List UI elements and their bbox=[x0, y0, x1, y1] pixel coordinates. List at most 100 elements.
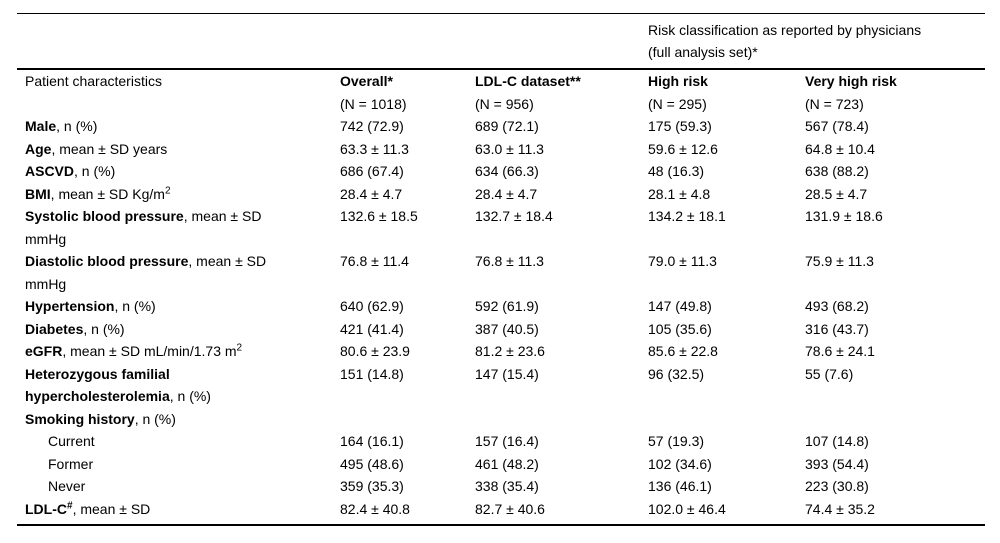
cell: 28.4 ± 4.7 bbox=[475, 185, 538, 202]
cell: 136 (46.1) bbox=[648, 478, 712, 494]
cell: 28.5 ± 4.7 bbox=[805, 185, 868, 202]
cell: 57 (19.3) bbox=[648, 433, 705, 449]
cell: 55 (7.6) bbox=[805, 365, 854, 382]
row-ascvd: ASCVD, n (%) 686 (67.4) 634 (66.3) 48 (1… bbox=[17, 160, 985, 183]
cell bbox=[648, 408, 805, 431]
column-n-very-high-risk: (N = 723) bbox=[805, 95, 864, 112]
row-label: Diabetes, n (%) bbox=[25, 320, 125, 337]
cell: 634 (66.3) bbox=[475, 163, 539, 179]
row-smoking-former: Former 495 (48.6) 461 (48.2) 102 (34.6) … bbox=[17, 453, 985, 476]
superscript: 2 bbox=[236, 342, 243, 354]
column-header-overall: Overall* (N = 1018) bbox=[340, 70, 475, 115]
cell: 132.6 ± 18.5 bbox=[340, 208, 418, 224]
cell: 74.4 ± 35.2 bbox=[805, 500, 875, 517]
row-bmi: BMI, mean ± SD Kg/m2 28.4 ± 4.7 28.4 ± 4… bbox=[17, 183, 985, 206]
row-label: LDL-C#, mean ± SD bbox=[25, 499, 151, 517]
row-label: ASCVD, n (%) bbox=[25, 163, 116, 179]
cell: 80.6 ± 23.9 bbox=[340, 343, 410, 359]
row-label: eGFR, mean ± SD mL/min/1.73 m2 bbox=[25, 342, 243, 359]
row-hypertension: Hypertension, n (%) 640 (62.9) 592 (61.9… bbox=[17, 295, 985, 318]
cell: 78.6 ± 24.1 bbox=[805, 343, 875, 359]
cell: 75.9 ± 11.3 bbox=[805, 253, 874, 269]
row-diastolic-bp: Diastolic blood pressure, mean ± SD mmHg… bbox=[17, 250, 985, 295]
cell: 96 (32.5) bbox=[648, 365, 705, 382]
cell: 164 (16.1) bbox=[340, 433, 404, 449]
cell: 495 (48.6) bbox=[340, 455, 404, 472]
cell: 338 (35.4) bbox=[475, 478, 539, 494]
column-n-ldlc-dataset: (N = 956) bbox=[475, 95, 534, 112]
row-heterozygous-fh: Heterozygous familial hypercholesterolem… bbox=[17, 363, 985, 408]
cell: 28.4 ± 4.7 bbox=[340, 185, 403, 202]
row-label: Diastolic blood pressure, mean ± SD mmHg bbox=[25, 253, 267, 292]
column-n-overall: (N = 1018) bbox=[340, 95, 407, 112]
cell: 63.3 ± 11.3 bbox=[340, 140, 409, 157]
span-header-line1: Risk classification as reported by physi… bbox=[648, 22, 922, 38]
cell: 175 (59.3) bbox=[648, 118, 712, 134]
row-systolic-bp: Systolic blood pressure, mean ± SD mmHg … bbox=[17, 205, 985, 250]
row-label: Former bbox=[48, 455, 94, 472]
cell: 132.7 ± 18.4 bbox=[475, 208, 553, 224]
row-diabetes: Diabetes, n (%) 421 (41.4) 387 (40.5) 10… bbox=[17, 318, 985, 341]
cell: 81.2 ± 23.6 bbox=[475, 343, 545, 359]
column-header-patient-characteristics: Patient characteristics bbox=[25, 73, 162, 89]
column-header-row: Patient characteristics Overall* (N = 10… bbox=[17, 70, 985, 115]
cell: 421 (41.4) bbox=[340, 320, 404, 337]
cell: 102 (34.6) bbox=[648, 455, 712, 472]
cell: 134.2 ± 18.1 bbox=[648, 208, 726, 224]
row-label: Current bbox=[48, 433, 95, 449]
cell bbox=[805, 408, 985, 431]
table-body: Male, n (%) 742 (72.9) 689 (72.1) 175 (5… bbox=[17, 115, 985, 526]
cell: 82.7 ± 40.6 bbox=[475, 500, 545, 517]
cell: 640 (62.9) bbox=[340, 298, 404, 314]
cell: 76.8 ± 11.4 bbox=[340, 253, 409, 269]
cell: 592 (61.9) bbox=[475, 298, 539, 314]
cell: 105 (35.6) bbox=[648, 320, 712, 337]
cell: 48 (16.3) bbox=[648, 163, 705, 179]
cell: 28.1 ± 4.8 bbox=[648, 185, 711, 202]
row-smoking-current: Current 164 (16.1) 157 (16.4) 57 (19.3) … bbox=[17, 430, 985, 453]
span-header: Risk classification as reported by physi… bbox=[17, 14, 985, 68]
cell: 638 (88.2) bbox=[805, 163, 869, 179]
row-egfr: eGFR, mean ± SD mL/min/1.73 m2 80.6 ± 23… bbox=[17, 340, 985, 363]
cell: 76.8 ± 11.3 bbox=[475, 253, 544, 269]
patient-characteristics-table: Risk classification as reported by physi… bbox=[17, 13, 985, 526]
cell: 316 (43.7) bbox=[805, 320, 869, 337]
cell: 107 (14.8) bbox=[805, 433, 869, 449]
cell: 157 (16.4) bbox=[475, 433, 539, 449]
row-smoking-history: Smoking history, n (%) bbox=[17, 408, 985, 431]
row-label: Systolic blood pressure, mean ± SD mmHg bbox=[25, 208, 262, 247]
cell: 689 (72.1) bbox=[475, 118, 539, 134]
cell: 151 (14.8) bbox=[340, 365, 404, 382]
superscript: 2 bbox=[164, 184, 171, 196]
cell: 461 (48.2) bbox=[475, 455, 539, 472]
cell: 393 (54.4) bbox=[805, 455, 869, 472]
header-rule bbox=[17, 68, 985, 70]
cell: 131.9 ± 18.6 bbox=[805, 208, 883, 224]
cell: 82.4 ± 40.8 bbox=[340, 500, 410, 517]
cell: 63.0 ± 11.3 bbox=[475, 140, 544, 157]
cell: 223 (30.8) bbox=[805, 478, 869, 494]
row-male: Male, n (%) 742 (72.9) 689 (72.1) 175 (5… bbox=[17, 115, 985, 138]
span-header-line2: (full analysis set)* bbox=[648, 44, 758, 60]
column-header-ldlc-dataset: LDL-C dataset** (N = 956) bbox=[475, 70, 648, 115]
cell: 493 (68.2) bbox=[805, 298, 869, 314]
row-label: Heterozygous familial hypercholesterolem… bbox=[25, 365, 211, 405]
row-label: Male, n (%) bbox=[25, 118, 98, 134]
column-header-very-high-risk: Very high risk (N = 723) bbox=[805, 70, 985, 115]
cell: 567 (78.4) bbox=[805, 118, 869, 134]
row-label: Smoking history, n (%) bbox=[25, 410, 176, 427]
row-ldlc: LDL-C#, mean ± SD 82.4 ± 40.8 82.7 ± 40.… bbox=[17, 498, 985, 521]
cell: 387 (40.5) bbox=[475, 320, 539, 337]
cell: 147 (15.4) bbox=[475, 365, 539, 382]
cell: 742 (72.9) bbox=[340, 118, 404, 134]
row-label: Never bbox=[48, 478, 86, 494]
cell: 147 (49.8) bbox=[648, 298, 712, 314]
cell bbox=[475, 408, 648, 431]
cell: 102.0 ± 46.4 bbox=[648, 500, 726, 517]
row-label: BMI, mean ± SD Kg/m2 bbox=[25, 184, 171, 202]
superscript: # bbox=[67, 499, 73, 511]
row-label: Age, mean ± SD years bbox=[25, 140, 168, 157]
row-smoking-never: Never 359 (35.3) 338 (35.4) 136 (46.1) 2… bbox=[17, 475, 985, 498]
column-n-high-risk: (N = 295) bbox=[648, 95, 707, 112]
row-age: Age, mean ± SD years 63.3 ± 11.3 63.0 ± … bbox=[17, 138, 985, 161]
